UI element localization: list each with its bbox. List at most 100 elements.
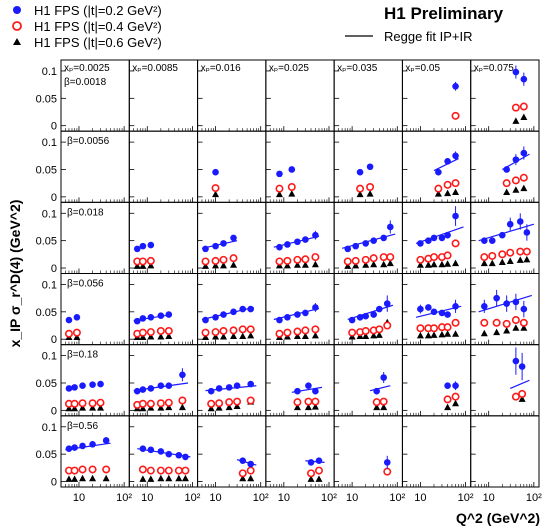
beta-label: β=0.18 [67,350,98,361]
point-t02 [356,313,364,321]
point-t06 [373,403,381,411]
legend-label: H1 FPS (|t|=0.4 GeV²) [34,19,162,34]
panel-frame [401,415,472,488]
point-t04 [311,397,320,406]
x-tick-label: 10 [346,492,358,504]
point-t02 [435,168,442,176]
point-t06 [503,326,511,334]
point-t04 [511,392,520,401]
point-t06 [139,333,147,341]
point-t06 [219,333,227,340]
point-t02 [344,245,352,253]
point-t06 [157,404,165,411]
point-t02 [139,386,147,393]
point-t02 [239,305,247,313]
point-t06 [175,474,183,482]
y-tick-label: 0.1 [42,351,57,363]
panel-data [415,299,462,339]
point-t06 [506,257,514,264]
point-t06 [247,474,255,482]
point-t04 [138,328,147,337]
point-t02 [215,385,223,392]
point-t04 [379,253,388,262]
point-t06 [424,261,432,268]
point-t04 [246,325,255,334]
point-t02 [65,385,73,392]
panel-frame [470,415,540,488]
point-t06 [178,403,186,411]
panel-data [433,151,460,197]
point-t02 [284,313,291,321]
panel-frame [197,415,267,488]
point-t06 [434,190,442,197]
point-t06 [293,403,301,411]
point-t06 [356,190,364,198]
x-tick-label: 10 [141,492,153,504]
point-t02 [383,459,391,466]
y-tick-label: 0.1 [42,137,57,149]
point-t04 [488,251,497,260]
point-t04 [516,247,525,256]
regge-fit-line [510,379,530,390]
point-t04 [146,466,155,475]
point-t04 [293,255,302,264]
point-t04 [181,466,190,475]
panel-data [501,146,530,195]
point-t02 [417,240,424,247]
point-t04 [416,324,425,333]
x-tick-label: 10² [253,492,269,504]
point-t04 [375,325,384,334]
panel-data [415,206,464,268]
point-t02 [444,157,451,165]
point-t06 [215,404,223,411]
point-t04 [379,397,388,406]
point-t02 [307,459,315,466]
point-t02 [157,382,165,390]
point-t04 [178,396,187,405]
panel-data [64,437,111,482]
point-t02 [230,234,237,242]
panel-data [236,457,257,482]
point-t02 [71,384,78,391]
point-t06 [380,403,388,411]
point-t06 [212,333,220,340]
point-t04 [229,326,238,335]
panel-data [64,313,81,341]
point-t02 [288,166,296,173]
point-t02 [220,240,227,247]
point-t06 [424,331,432,339]
point-t04 [96,398,105,407]
point-t06 [230,261,238,268]
point-t02 [481,303,488,310]
point-t06 [71,404,79,412]
point-t02 [157,312,165,319]
point-t02 [73,313,81,321]
point-t02 [212,242,219,250]
point-t02 [294,387,301,395]
point-t06 [307,475,315,482]
x-tick-label: 10 [483,492,495,504]
point-t04 [304,397,313,406]
point-t06 [380,260,388,268]
point-t02 [512,298,520,306]
point-t04 [356,184,365,193]
regge-fit-line [369,385,391,392]
point-t02 [294,238,301,246]
point-t02 [352,242,359,250]
panel-data [478,213,535,267]
point-t04 [78,399,87,408]
point-t02 [165,382,173,390]
point-t02 [356,168,364,176]
point-t02 [348,316,356,324]
y-tick-label: 0.05 [36,236,57,248]
point-t04 [502,319,511,328]
point-t06 [480,259,488,267]
panel-data [478,289,532,337]
point-t04 [519,102,528,111]
panel-data [510,347,530,402]
panel-frame [401,344,472,417]
point-t06 [147,261,155,269]
point-t06 [438,260,446,268]
point-t06 [293,261,301,268]
point-t04 [164,466,173,475]
